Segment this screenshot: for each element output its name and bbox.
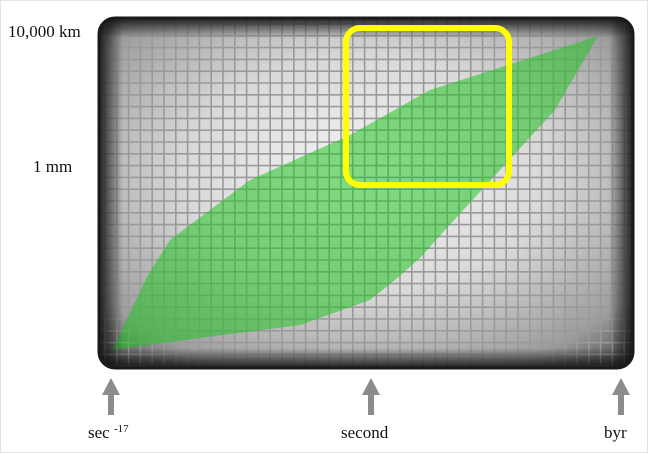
x-label-right: byr	[604, 423, 627, 443]
up-arrow-icon	[362, 378, 380, 415]
y-label-middle: 1 mm	[33, 157, 73, 176]
x-label-left: sec -17	[88, 423, 129, 443]
x-label-middle-base: second	[341, 423, 389, 442]
up-arrow-icon	[612, 378, 630, 415]
up-arrow-icon	[102, 378, 120, 415]
x-label-left-exponent: -17	[113, 423, 129, 435]
x-label-right-base: byr	[604, 423, 627, 442]
edge-shade-bottom	[99, 348, 633, 368]
x-label-left-base: sec	[88, 423, 110, 442]
highlight-box	[343, 25, 512, 188]
y-label-top: 10,000 km	[8, 22, 81, 41]
panel-border	[97, 16, 635, 370]
grid-panel	[99, 18, 633, 368]
green-band	[112, 36, 598, 350]
edge-shade-right	[609, 18, 633, 368]
edge-shade-left	[99, 18, 123, 368]
x-label-middle: second	[341, 423, 388, 443]
